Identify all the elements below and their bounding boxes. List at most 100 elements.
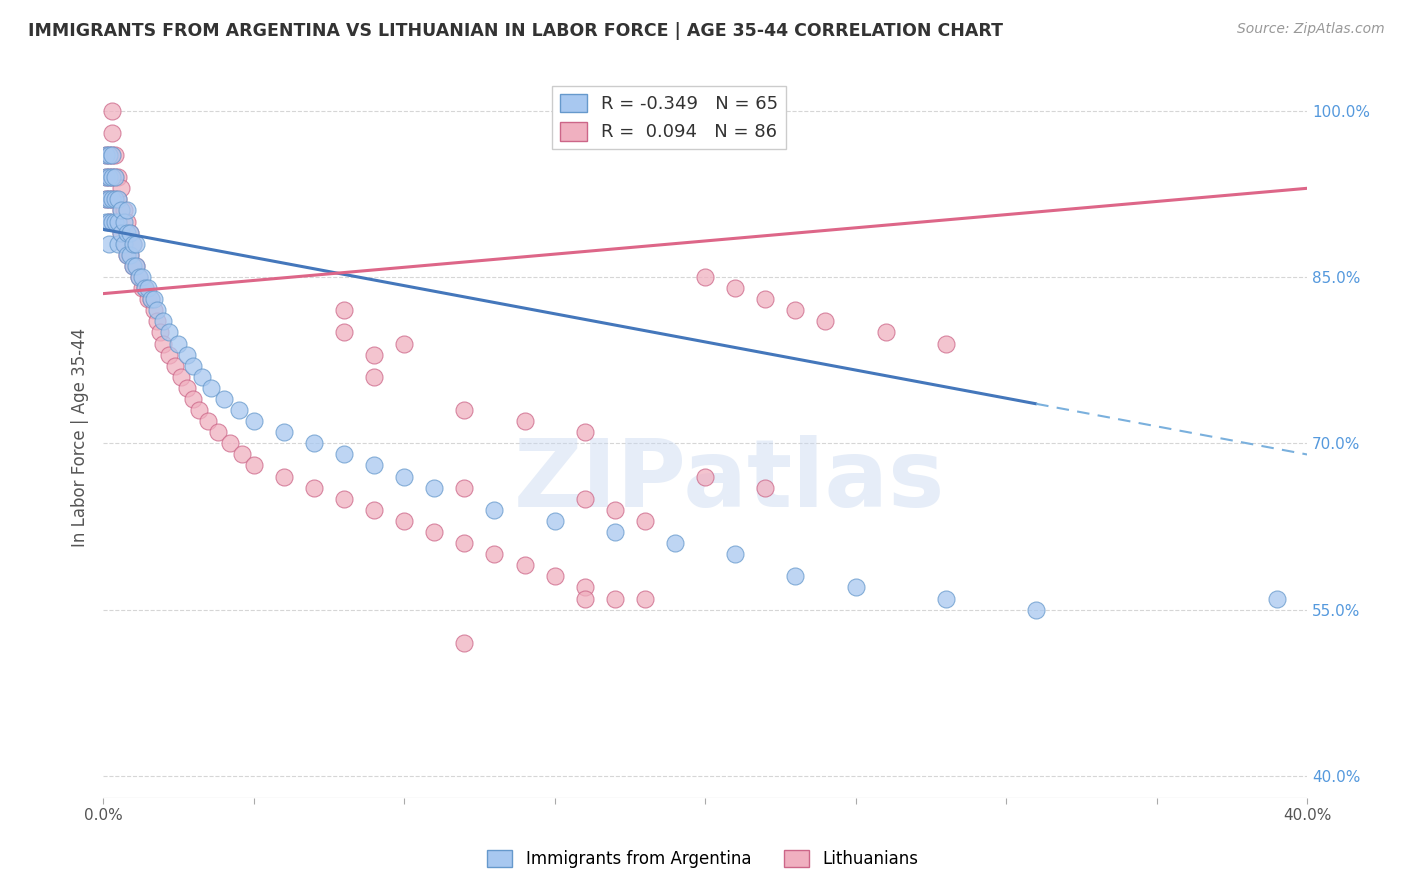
Point bbox=[104, 214, 127, 228]
Point bbox=[101, 103, 124, 118]
Point bbox=[115, 214, 138, 228]
Point bbox=[98, 236, 121, 251]
Point bbox=[120, 248, 142, 262]
Legend: R = -0.349   N = 65, R =  0.094   N = 86: R = -0.349 N = 65, R = 0.094 N = 86 bbox=[553, 87, 786, 149]
Y-axis label: In Labor Force | Age 35-44: In Labor Force | Age 35-44 bbox=[72, 328, 89, 548]
Point bbox=[228, 403, 250, 417]
Point bbox=[94, 214, 117, 228]
Point bbox=[98, 148, 121, 162]
Point bbox=[149, 326, 172, 340]
Point bbox=[574, 591, 596, 606]
Point bbox=[128, 270, 150, 285]
Point bbox=[634, 591, 657, 606]
Point bbox=[167, 336, 190, 351]
Point bbox=[574, 425, 596, 440]
Point bbox=[453, 536, 475, 550]
Point bbox=[724, 547, 747, 561]
Point bbox=[634, 514, 657, 528]
Point bbox=[134, 281, 156, 295]
Point bbox=[120, 226, 142, 240]
Point bbox=[302, 481, 325, 495]
Point bbox=[107, 236, 129, 251]
Point bbox=[453, 636, 475, 650]
Point bbox=[754, 292, 776, 306]
Point bbox=[724, 281, 747, 295]
Point bbox=[242, 458, 264, 473]
Point bbox=[98, 170, 121, 185]
Point bbox=[333, 447, 356, 461]
Point bbox=[98, 193, 121, 207]
Point bbox=[104, 148, 127, 162]
Point bbox=[115, 203, 138, 218]
Point bbox=[875, 326, 897, 340]
Point bbox=[131, 281, 153, 295]
Point bbox=[845, 581, 868, 595]
Point bbox=[112, 203, 135, 218]
Point bbox=[603, 503, 626, 517]
Point bbox=[392, 469, 415, 483]
Point bbox=[693, 469, 716, 483]
Point bbox=[188, 403, 211, 417]
Point bbox=[94, 148, 117, 162]
Point bbox=[484, 547, 506, 561]
Point bbox=[125, 259, 148, 273]
Point bbox=[392, 514, 415, 528]
Point bbox=[110, 226, 132, 240]
Point bbox=[141, 292, 163, 306]
Point bbox=[152, 314, 174, 328]
Point bbox=[94, 170, 117, 185]
Point bbox=[191, 369, 214, 384]
Point bbox=[273, 469, 295, 483]
Point bbox=[94, 193, 117, 207]
Point bbox=[143, 292, 166, 306]
Point bbox=[176, 348, 198, 362]
Point bbox=[131, 270, 153, 285]
Point bbox=[101, 214, 124, 228]
Point bbox=[101, 193, 124, 207]
Point bbox=[935, 336, 957, 351]
Point bbox=[146, 314, 169, 328]
Point bbox=[513, 414, 536, 428]
Point bbox=[136, 292, 159, 306]
Point bbox=[543, 514, 565, 528]
Point bbox=[122, 259, 145, 273]
Point bbox=[94, 148, 117, 162]
Point bbox=[112, 236, 135, 251]
Point bbox=[107, 193, 129, 207]
Point bbox=[120, 248, 142, 262]
Point bbox=[1265, 591, 1288, 606]
Point bbox=[143, 303, 166, 318]
Point bbox=[110, 226, 132, 240]
Point bbox=[333, 303, 356, 318]
Point bbox=[115, 248, 138, 262]
Point bbox=[107, 193, 129, 207]
Point bbox=[128, 270, 150, 285]
Point bbox=[94, 170, 117, 185]
Point bbox=[603, 591, 626, 606]
Point bbox=[200, 381, 222, 395]
Point bbox=[935, 591, 957, 606]
Point bbox=[125, 236, 148, 251]
Point bbox=[754, 481, 776, 495]
Point bbox=[543, 569, 565, 583]
Point bbox=[814, 314, 837, 328]
Point bbox=[101, 148, 124, 162]
Point bbox=[101, 193, 124, 207]
Point bbox=[603, 524, 626, 539]
Point bbox=[693, 270, 716, 285]
Point bbox=[363, 503, 385, 517]
Point bbox=[101, 170, 124, 185]
Point bbox=[453, 481, 475, 495]
Point bbox=[453, 403, 475, 417]
Point bbox=[197, 414, 219, 428]
Point bbox=[122, 236, 145, 251]
Legend: Immigrants from Argentina, Lithuanians: Immigrants from Argentina, Lithuanians bbox=[481, 843, 925, 875]
Point bbox=[574, 581, 596, 595]
Point bbox=[98, 170, 121, 185]
Point bbox=[157, 326, 180, 340]
Point bbox=[574, 491, 596, 506]
Text: IMMIGRANTS FROM ARGENTINA VS LITHUANIAN IN LABOR FORCE | AGE 35-44 CORRELATION C: IMMIGRANTS FROM ARGENTINA VS LITHUANIAN … bbox=[28, 22, 1002, 40]
Point bbox=[104, 193, 127, 207]
Point bbox=[136, 281, 159, 295]
Point bbox=[101, 170, 124, 185]
